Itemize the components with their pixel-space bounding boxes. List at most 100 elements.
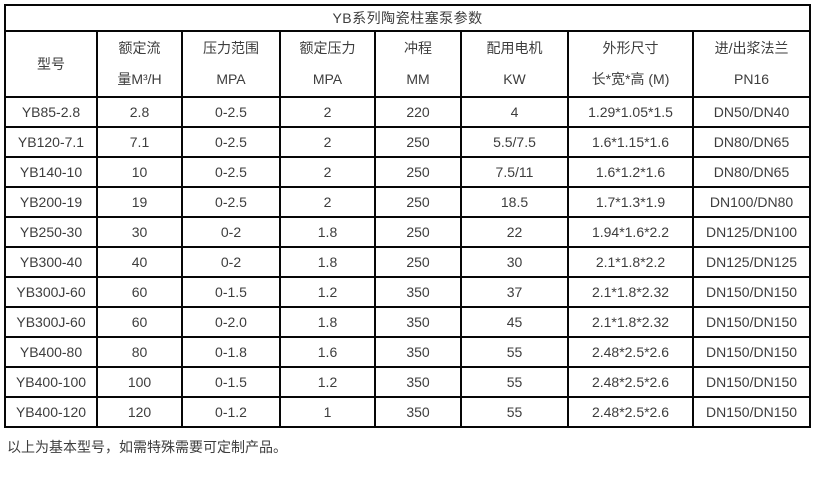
col-header-flange: 进/出浆法兰 PN16	[691, 30, 812, 98]
col-header-label: 进/出浆法兰	[714, 40, 789, 56]
cell-pressure-range: 0-1.5	[181, 276, 281, 308]
cell-flange: DN80/DN65	[691, 126, 812, 158]
cell-rated-flow: 7.1	[96, 126, 183, 158]
cell-rated-pressure: 1.8	[279, 246, 376, 278]
col-header-pressure-range: 压力范围 MPA	[181, 30, 281, 98]
col-header-rated-pressure: 额定压力 MPA	[279, 30, 376, 98]
cell-flange: DN150/DN150	[691, 396, 812, 428]
cell-motor: 55	[460, 396, 569, 428]
table-row: YB400-100 100 0-1.5 1.2 350 55 2.48*2.5*…	[4, 366, 812, 398]
cell-rated-pressure: 2	[279, 186, 376, 218]
cell-dimensions: 2.1*1.8*2.32	[567, 306, 694, 338]
cell-rated-flow: 100	[96, 366, 183, 398]
cell-stroke: 350	[374, 276, 462, 308]
cell-model: YB400-120	[4, 396, 98, 428]
cell-model: YB300J-60	[4, 306, 98, 338]
cell-stroke: 250	[374, 246, 462, 278]
cell-rated-pressure: 1	[279, 396, 376, 428]
cell-rated-pressure: 2	[279, 156, 376, 188]
cell-model: YB140-10	[4, 156, 98, 188]
table-row: YB400-120 120 0-1.2 1 350 55 2.48*2.5*2.…	[4, 396, 812, 428]
cell-pressure-range: 0-2.5	[181, 96, 281, 128]
cell-model: YB400-80	[4, 336, 98, 368]
cell-flange: DN150/DN150	[691, 366, 812, 398]
table-row: YB140-10 10 0-2.5 2 250 7.5/11 1.6*1.2*1…	[4, 156, 812, 188]
cell-rated-pressure: 1.8	[279, 306, 376, 338]
cell-stroke: 250	[374, 156, 462, 188]
title-row: YB系列陶瓷柱塞泵参数	[3, 4, 812, 32]
col-header-motor: 配用电机 KW	[460, 30, 569, 98]
cell-motor: 37	[460, 276, 569, 308]
cell-dimensions: 1.29*1.05*1.5	[567, 96, 694, 128]
col-header-label: 压力范围	[203, 40, 259, 56]
cell-rated-pressure: 1.6	[279, 336, 376, 368]
header-row: 型号 额定流 量M³/H 压力范围 MPA 额定压力 MPA 冲程 MM 配用电机 KW	[4, 30, 812, 98]
col-header-label: 额定压力	[299, 40, 356, 56]
cell-dimensions: 2.48*2.5*2.6	[567, 396, 694, 428]
col-header-unit: MM	[406, 71, 430, 87]
cell-pressure-range: 0-2.5	[181, 186, 281, 218]
cell-model: YB300J-60	[4, 276, 98, 308]
col-header-rated-flow: 额定流 量M³/H	[96, 30, 183, 98]
cell-pressure-range: 0-2.0	[181, 306, 281, 338]
cell-rated-flow: 19	[96, 186, 183, 218]
cell-model: YB250-30	[4, 216, 98, 248]
page-title: YB系列陶瓷柱塞泵参数	[3, 4, 812, 32]
col-header-unit: PN16	[734, 71, 770, 87]
cell-stroke: 250	[374, 216, 462, 248]
cell-flange: DN150/DN150	[691, 306, 812, 338]
table-row: YB200-19 19 0-2.5 2 250 18.5 1.7*1.3*1.9…	[4, 186, 812, 218]
cell-motor: 5.5/7.5	[460, 126, 569, 158]
cell-pressure-range: 0-1.2	[181, 396, 281, 428]
cell-motor: 30	[460, 246, 569, 278]
cell-rated-pressure: 2	[279, 126, 376, 158]
cell-model: YB85-2.8	[4, 96, 98, 128]
col-header-model: 型号	[4, 30, 98, 98]
cell-stroke: 250	[374, 186, 462, 218]
col-header-unit: MPA	[216, 71, 246, 87]
cell-motor: 4	[460, 96, 569, 128]
cell-flange: DN125/DN125	[691, 246, 812, 278]
cell-flange: DN100/DN80	[691, 186, 812, 218]
cell-rated-flow: 10	[96, 156, 183, 188]
cell-flange: DN150/DN150	[691, 276, 812, 308]
table-row: YB85-2.8 2.8 0-2.5 2 220 4 1.29*1.05*1.5…	[4, 96, 812, 128]
cell-stroke: 350	[374, 366, 462, 398]
cell-rated-pressure: 2	[279, 96, 376, 128]
col-header-label: 配用电机	[486, 40, 543, 56]
cell-stroke: 350	[374, 306, 462, 338]
cell-rated-flow: 120	[96, 396, 183, 428]
spec-table: YB系列陶瓷柱塞泵参数 型号 额定流 量M³/H 压力范围 MPA 额定压力 MPA …	[3, 4, 812, 428]
cell-dimensions: 1.7*1.3*1.9	[567, 186, 694, 218]
col-header-dimensions: 外形尺寸长*宽*高 (M)	[567, 30, 694, 98]
cell-dimensions: 2.1*1.8*2.32	[567, 276, 694, 308]
col-header-label: 冲程	[404, 40, 432, 56]
cell-pressure-range: 0-2	[181, 216, 281, 248]
cell-stroke: 220	[374, 96, 462, 128]
footer-note: 以上为基本型号，如需特殊需要可定制产品。	[7, 439, 287, 455]
cell-flange: DN80/DN65	[691, 156, 812, 188]
cell-rated-flow: 2.8	[96, 96, 183, 128]
cell-dimensions: 2.48*2.5*2.6	[567, 336, 694, 368]
col-header-unit: MPA	[312, 71, 343, 87]
cell-motor: 45	[460, 306, 569, 338]
cell-stroke: 350	[374, 336, 462, 368]
col-header-unit: KW	[503, 71, 526, 87]
cell-pressure-range: 0-2.5	[181, 156, 281, 188]
cell-pressure-range: 0-2.5	[181, 126, 281, 158]
cell-model: YB120-7.1	[4, 126, 98, 158]
cell-flange: DN150/DN150	[691, 336, 812, 368]
table-row: YB250-30 30 0-2 1.8 250 22 1.94*1.6*2.2 …	[4, 216, 812, 248]
cell-rated-flow: 40	[96, 246, 183, 278]
col-header-label: 外形尺寸	[602, 40, 659, 56]
cell-rated-flow: 30	[96, 216, 183, 248]
cell-rated-pressure: 1.2	[279, 366, 376, 398]
cell-dimensions: 1.6*1.15*1.6	[567, 126, 694, 158]
col-header-stroke: 冲程 MM	[374, 30, 462, 98]
cell-stroke: 350	[374, 396, 462, 428]
col-header-unit: 长*宽*高 (M)	[591, 71, 670, 87]
cell-dimensions: 2.48*2.5*2.6	[567, 366, 694, 398]
table-row: YB400-80 80 0-1.8 1.6 350 55 2.48*2.5*2.…	[4, 336, 812, 368]
cell-motor: 55	[460, 336, 569, 368]
